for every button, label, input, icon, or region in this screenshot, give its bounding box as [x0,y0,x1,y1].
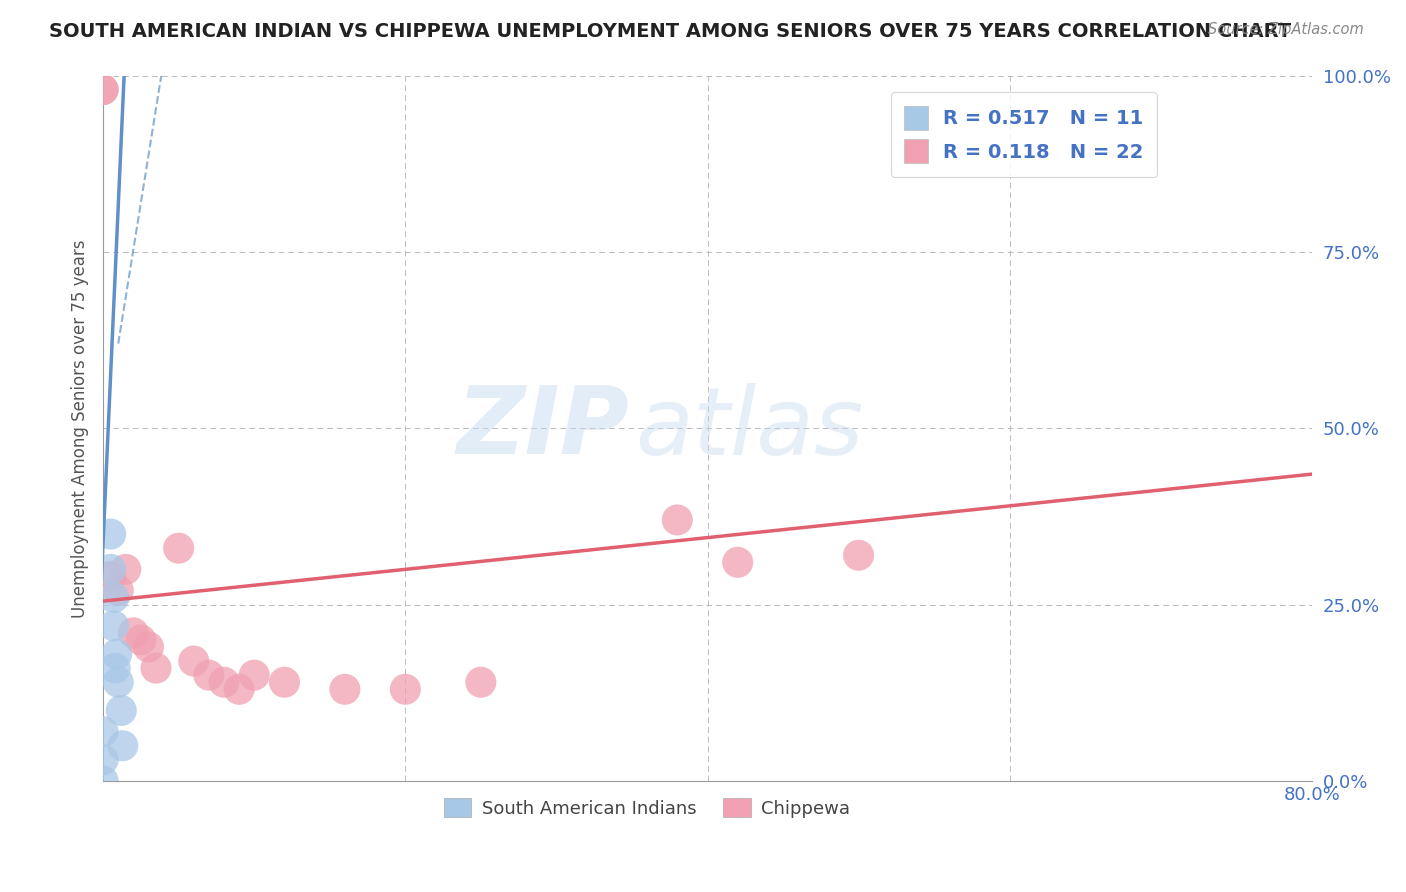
Point [848,548,870,562]
Point [103,591,125,605]
Text: Source: ZipAtlas.com: Source: ZipAtlas.com [1208,22,1364,37]
Point [110,703,132,717]
Text: ZIP: ZIP [456,383,628,475]
Point [105,647,128,661]
Point [273,675,295,690]
Point [212,675,235,690]
Point [107,675,129,690]
Point [100,569,122,583]
Point [103,619,125,633]
Point [91,82,114,96]
Point [198,668,221,682]
Text: SOUTH AMERICAN INDIAN VS CHIPPEWA UNEMPLOYMENT AMONG SENIORS OVER 75 YEARS CORRE: SOUTH AMERICAN INDIAN VS CHIPPEWA UNEMPL… [49,22,1291,41]
Point [114,562,136,576]
Point [145,661,167,675]
Point [138,640,160,654]
Point [91,753,114,767]
Point [394,682,416,697]
Point [122,625,145,640]
Point [100,562,122,576]
Point [91,724,114,739]
Point [228,682,250,697]
Point [91,82,114,96]
Point [91,774,114,789]
Point [183,654,205,668]
Point [470,675,492,690]
Point [243,668,266,682]
Point [167,541,190,556]
Point [104,661,127,675]
Text: atlas: atlas [636,383,863,474]
Legend: South American Indians, Chippewa: South American Indians, Chippewa [437,791,858,825]
Point [111,739,134,753]
Point [666,513,689,527]
Y-axis label: Unemployment Among Seniors over 75 years: Unemployment Among Seniors over 75 years [72,239,89,617]
Point [107,583,129,598]
Point [129,632,152,647]
Point [100,527,122,541]
Point [333,682,356,697]
Point [727,555,749,569]
